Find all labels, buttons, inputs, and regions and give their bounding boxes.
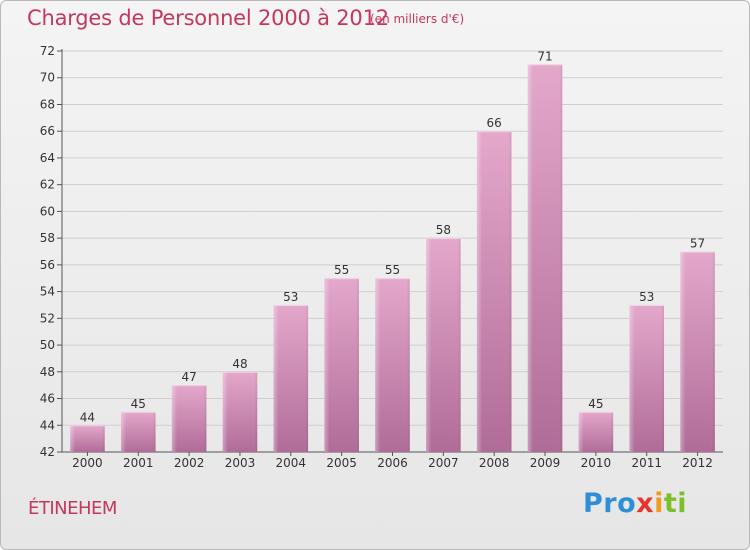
labels: 42 44 46 48 50 52 54 56 58 60 62 64 66 68 70 72 2000 44 20… <box>40 44 713 470</box>
x-tick-label: 2007 <box>428 456 459 470</box>
value-label: 55 <box>385 263 400 277</box>
bar-highlight <box>120 411 156 452</box>
y-tick-label: 70 <box>40 71 55 85</box>
bar-highlight <box>680 251 715 452</box>
x-tick-label: 2000 <box>72 456 103 470</box>
value-label: 47 <box>181 370 196 384</box>
bar-highlight <box>629 304 665 452</box>
bar-highlight <box>578 411 614 452</box>
x-tick-label: 2002 <box>174 456 205 470</box>
y-tick-label: 52 <box>40 311 55 325</box>
y-tick-label: 42 <box>40 445 55 459</box>
y-tick-label: 54 <box>40 285 55 299</box>
x-tick-label: 2011 <box>631 456 662 470</box>
y-tick-label: 64 <box>40 151 55 165</box>
y-tick-label: 68 <box>40 97 55 111</box>
value-label: 45 <box>131 397 146 411</box>
y-tick-label: 72 <box>40 44 55 58</box>
x-tick-label: 2008 <box>479 456 510 470</box>
logo-part-3: i <box>654 488 664 519</box>
value-label: 53 <box>639 290 654 304</box>
bar-highlight <box>527 64 563 452</box>
value-label: 53 <box>283 290 298 304</box>
bars <box>70 64 715 452</box>
x-tick-label: 2006 <box>377 456 408 470</box>
value-label: 58 <box>436 223 451 237</box>
y-tick-label: 46 <box>40 392 55 406</box>
logo-part-1: Pro <box>583 488 637 519</box>
y-tick-label: 66 <box>40 124 55 138</box>
x-tick-label: 2005 <box>326 456 357 470</box>
x-tick-label: 2009 <box>530 456 561 470</box>
bar-highlight <box>222 371 258 452</box>
proxiti-logo: Proxiti <box>583 488 687 519</box>
x-tick-label: 2012 <box>682 456 713 470</box>
y-tick-label: 58 <box>40 231 55 245</box>
y-tick-label: 62 <box>40 178 55 192</box>
x-tick-label: 2003 <box>225 456 256 470</box>
bar-highlight <box>476 131 512 452</box>
chart-title: Charges de Personnel 2000 à 2012 <box>27 6 389 30</box>
chart-subtitle: (en milliers d'€) <box>370 12 465 26</box>
logo-part-4: ti <box>663 488 688 519</box>
x-tick-label: 2010 <box>581 456 612 470</box>
value-label: 66 <box>487 116 502 130</box>
bar-highlight <box>426 238 461 452</box>
value-label: 71 <box>537 49 552 63</box>
commune-name: ÉTINEHEM <box>28 498 117 519</box>
bar-highlight <box>324 278 359 452</box>
y-tick-label: 50 <box>40 338 55 352</box>
value-label: 48 <box>232 357 247 371</box>
logo-part-2: x <box>636 488 655 519</box>
x-tick-label: 2004 <box>276 456 307 470</box>
bar-highlight <box>70 425 105 452</box>
value-label: 45 <box>588 397 603 411</box>
bar-highlight <box>171 385 207 452</box>
value-label: 44 <box>80 410 95 424</box>
x-tick-label: 2001 <box>123 456 154 470</box>
bar-highlight <box>273 304 309 452</box>
y-tick-label: 44 <box>40 418 55 432</box>
value-label: 57 <box>690 237 705 251</box>
y-tick-label: 60 <box>40 204 55 218</box>
bar-highlight <box>375 278 410 452</box>
y-tick-label: 56 <box>40 258 55 272</box>
value-label: 55 <box>334 263 349 277</box>
y-tick-label: 48 <box>40 365 55 379</box>
